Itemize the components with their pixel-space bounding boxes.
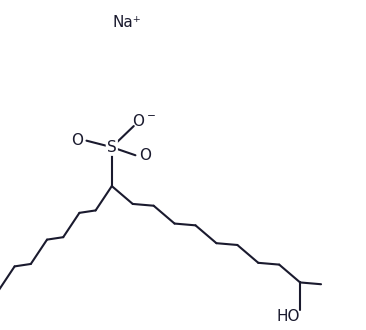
Text: O: O — [139, 148, 151, 163]
Text: S: S — [107, 140, 117, 155]
Text: O$^-$: O$^-$ — [132, 113, 156, 129]
Text: Na⁺: Na⁺ — [113, 15, 141, 30]
Text: O: O — [71, 133, 83, 148]
Text: HO: HO — [277, 309, 300, 324]
